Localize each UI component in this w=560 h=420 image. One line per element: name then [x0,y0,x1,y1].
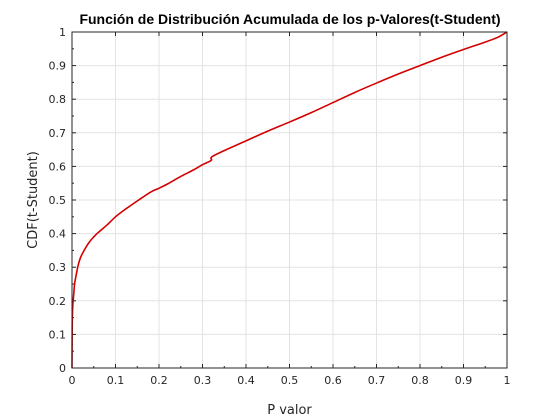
y-tick-label: 0.2 [49,295,67,308]
y-tick-label: 0.5 [49,194,67,207]
y-tick-label: 0.7 [49,127,67,140]
chart-title: Función de Distribución Acumulada de los… [79,11,500,27]
y-tick-label: 0.1 [49,328,67,341]
y-tick-label: 0.9 [49,60,67,73]
y-tick-label: 1 [59,26,66,39]
x-tick-label: 0.6 [324,374,342,387]
x-tick-labels: 0 0.1 0.2 0.3 0.4 0.5 0.6 0.7 0.8 0.9 1 [69,374,511,387]
y-tick-label: 0.4 [49,228,67,241]
x-tick-label: 0.1 [107,374,125,387]
grid-lines [71,31,508,369]
y-tick-label: 0 [59,362,66,375]
x-tick-label: 0.3 [194,374,212,387]
x-tick-label: 0.7 [368,374,386,387]
y-axis-label: CDF(t-Student) [26,151,41,249]
x-axis-label: P valor [267,403,312,418]
y-tick-labels: 0 0.1 0.2 0.3 0.4 0.5 0.6 0.7 0.8 0.9 1 [49,26,67,375]
x-tick-label: 0 [69,374,76,387]
series-layer [71,31,508,369]
y-tick-label: 0.8 [49,93,67,106]
x-tick-label: 1 [504,374,511,387]
plot-frame [71,31,508,369]
y-tick-label: 0.6 [49,160,67,173]
x-tick-label: 0.8 [411,374,429,387]
x-tick-label: 0.9 [455,374,473,387]
x-tick-label: 0.2 [150,374,168,387]
x-tick-label: 0.4 [237,374,255,387]
cdf-series-line [71,31,508,369]
y-tick-label: 0.3 [49,261,67,274]
x-tick-label: 0.5 [281,374,299,387]
